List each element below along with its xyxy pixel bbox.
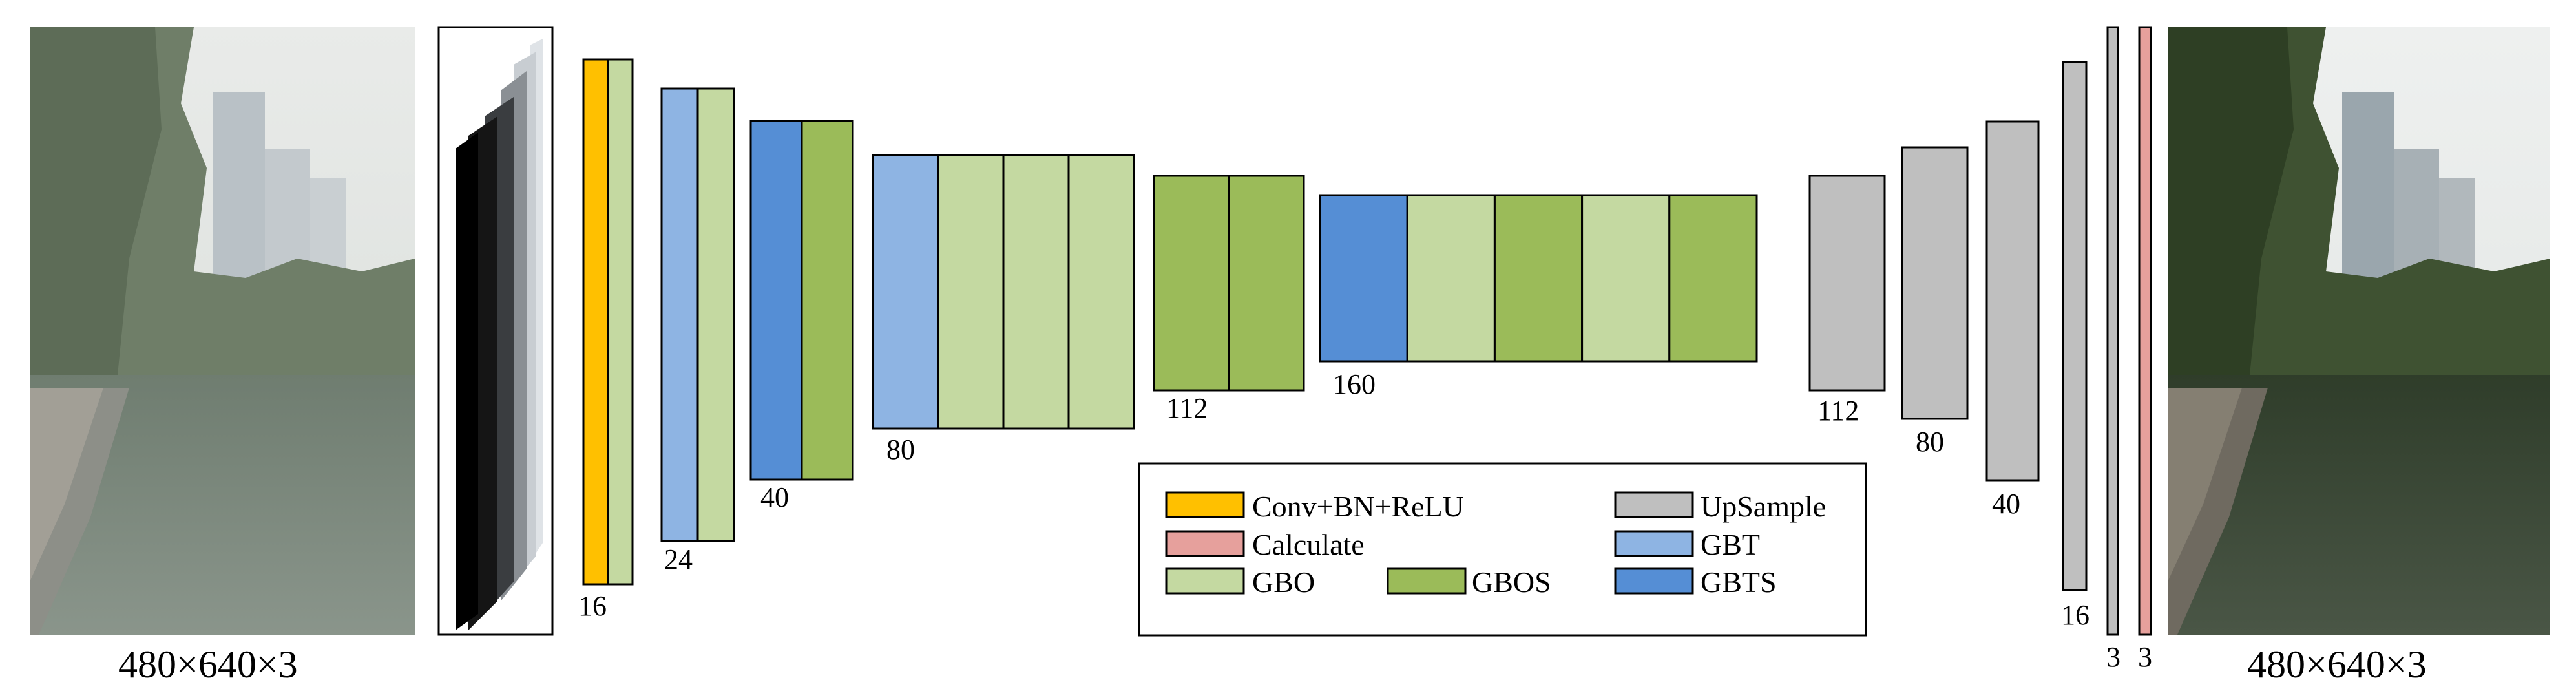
layer-upsample (2106, 26, 2119, 636)
legend (1138, 462, 1867, 637)
block-label: 80 (1916, 426, 1944, 458)
legend-swatch-upsample (1614, 491, 1694, 518)
layer-gbo (1406, 194, 1496, 363)
layer-gbos (1153, 175, 1230, 392)
legend-label: GBT (1701, 528, 1760, 561)
legend-label: Calculate (1252, 528, 1365, 561)
layer-gbos (1668, 194, 1758, 363)
layer-gbt (660, 87, 699, 542)
legend-swatch-gbo (1165, 567, 1245, 595)
block-label: 40 (1992, 488, 2020, 520)
legend-label: GBOS (1472, 566, 1551, 599)
layer-gbo (696, 87, 735, 542)
layer-gbo (937, 154, 1005, 430)
layer-upsample (1901, 146, 1969, 420)
layer-gbos (801, 120, 854, 481)
block-label: 112 (1166, 392, 1208, 424)
layer-conv (582, 58, 609, 586)
layer-gbo (1581, 194, 1671, 363)
layer-calculate (2138, 26, 2152, 636)
legend-swatch-gbos (1387, 567, 1467, 595)
layer-gbt (872, 154, 939, 430)
block-label: 80 (886, 434, 915, 465)
legend-label: Conv+BN+ReLU (1252, 490, 1464, 523)
legend-swatch-conv (1165, 491, 1245, 518)
block-label: 40 (760, 482, 789, 513)
layer-gbos (1493, 194, 1584, 363)
block-label: 16 (578, 590, 607, 622)
legend-swatch-gbts (1614, 567, 1694, 595)
input-dims-label: 480×640×3 (118, 643, 298, 686)
block-label: 3 (2106, 641, 2120, 673)
legend-label: GBO (1252, 566, 1315, 599)
output-image (2168, 27, 2550, 635)
block-label: 3 (2138, 641, 2152, 673)
legend-frame (1138, 462, 1867, 637)
feature-stack (437, 26, 554, 636)
layer-gbts (749, 120, 803, 481)
block-label: 112 (1817, 395, 1859, 427)
block-label: 160 (1333, 368, 1376, 400)
output-dims-label: 480×640×3 (2247, 643, 2427, 686)
legend-label: UpSample (1701, 490, 1827, 523)
layer-gbo (1067, 154, 1135, 430)
block-label: 16 (2061, 599, 2089, 631)
block-label: 24 (664, 544, 693, 575)
input-image (30, 27, 415, 635)
legend-label: GBTS (1701, 566, 1777, 599)
layer-gbo (1002, 154, 1070, 430)
layer-gbos (1228, 175, 1305, 392)
layer-blocks (582, 26, 2152, 636)
legend-swatch-gbt (1614, 530, 1694, 557)
layer-gbo (607, 58, 634, 586)
legend-swatch-calculate (1165, 530, 1245, 557)
layer-gbts (1319, 194, 1408, 363)
layer-upsample (1808, 175, 1886, 392)
layer-upsample (1985, 120, 2040, 482)
layer-upsample (2062, 61, 2088, 591)
